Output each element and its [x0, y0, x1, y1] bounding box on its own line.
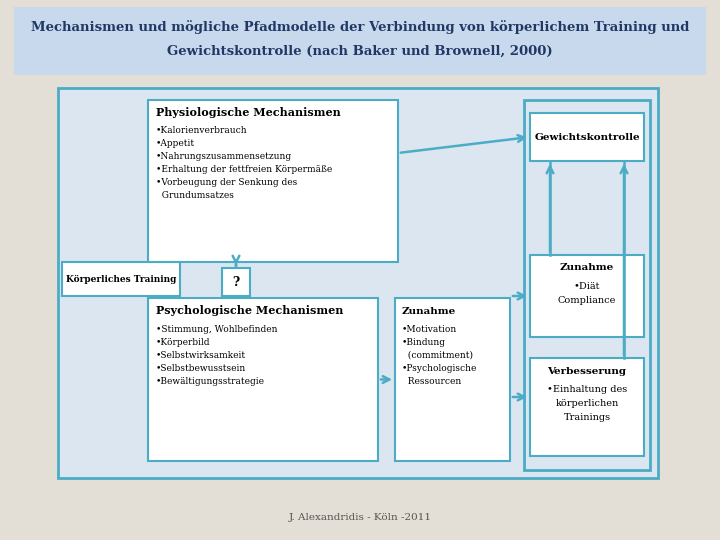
Text: J. Alexandridis - Köln -2011: J. Alexandridis - Köln -2011 [289, 514, 431, 523]
Text: Gewichtskontrolle: Gewichtskontrolle [534, 132, 640, 141]
Text: •Appetit: •Appetit [156, 139, 195, 148]
Text: •Bewältigungsstrategie: •Bewältigungsstrategie [156, 377, 265, 386]
Text: •Selbstwirksamkeit: •Selbstwirksamkeit [156, 351, 246, 360]
Text: •Bindung: •Bindung [402, 338, 446, 347]
Text: Compliance: Compliance [558, 296, 616, 305]
Text: Psychologische Mechanismen: Psychologische Mechanismen [156, 306, 343, 316]
Text: •Einhaltung des: •Einhaltung des [547, 385, 627, 394]
Text: Physiologische Mechanismen: Physiologische Mechanismen [156, 106, 341, 118]
Text: •Körperbild: •Körperbild [156, 338, 210, 347]
Text: •Vorbeugung der Senkung des: •Vorbeugung der Senkung des [156, 178, 297, 187]
Text: Körperliches Training: Körperliches Training [66, 274, 176, 284]
FancyBboxPatch shape [14, 7, 706, 75]
FancyBboxPatch shape [524, 100, 650, 470]
Text: Gewichtskontrolle (nach Baker und Brownell, 2000): Gewichtskontrolle (nach Baker und Browne… [167, 44, 553, 57]
Text: •Psychologische: •Psychologische [402, 364, 477, 373]
Text: Mechanismen und mögliche Pfadmodelle der Verbindung von körperlichem Training un: Mechanismen und mögliche Pfadmodelle der… [31, 20, 689, 34]
Text: •Selbstbewusstsein: •Selbstbewusstsein [156, 364, 246, 373]
FancyBboxPatch shape [58, 88, 658, 478]
FancyBboxPatch shape [148, 298, 378, 461]
Text: (commitment): (commitment) [402, 351, 473, 360]
FancyBboxPatch shape [62, 262, 180, 296]
Text: •Motivation: •Motivation [402, 325, 457, 334]
Text: Verbesserung: Verbesserung [547, 367, 626, 375]
FancyBboxPatch shape [530, 358, 644, 456]
Text: Grundumsatzes: Grundumsatzes [156, 191, 234, 200]
Text: Trainings: Trainings [564, 413, 611, 422]
Text: •Stimmung, Wohlbefinden: •Stimmung, Wohlbefinden [156, 325, 277, 334]
Text: ?: ? [233, 275, 240, 288]
FancyBboxPatch shape [395, 298, 510, 461]
FancyBboxPatch shape [148, 100, 398, 262]
FancyBboxPatch shape [530, 255, 644, 337]
Text: Zunahme: Zunahme [402, 307, 456, 315]
Text: •Diät: •Diät [574, 282, 600, 291]
FancyBboxPatch shape [222, 268, 250, 296]
FancyBboxPatch shape [530, 113, 644, 161]
Text: Ressourcen: Ressourcen [402, 377, 462, 386]
Text: •Kalorienverbrauch: •Kalorienverbrauch [156, 126, 248, 135]
Text: •Erhaltung der fettfreien Körpermäße: •Erhaltung der fettfreien Körpermäße [156, 165, 332, 174]
Text: Zunahme: Zunahme [560, 264, 614, 273]
Text: körperlichen: körperlichen [555, 399, 618, 408]
Text: •Nahrungszusammensetzung: •Nahrungszusammensetzung [156, 152, 292, 161]
